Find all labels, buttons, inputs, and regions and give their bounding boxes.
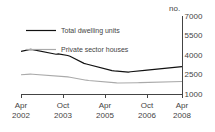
svg-text:Total dwelling units: Total dwelling units — [61, 27, 120, 35]
svg-text:Apr2005: Apr2005 — [96, 101, 114, 120]
svg-text:no.: no. — [169, 4, 180, 13]
svg-text:2500: 2500 — [185, 70, 203, 79]
svg-text:5500: 5500 — [185, 31, 203, 40]
svg-text:Apr2008: Apr2008 — [173, 101, 191, 120]
svg-text:7000: 7000 — [185, 12, 203, 21]
svg-text:1000: 1000 — [185, 90, 203, 99]
svg-text:Oct2006: Oct2006 — [138, 101, 156, 120]
svg-text:4000: 4000 — [185, 51, 203, 60]
svg-text:Oct2003: Oct2003 — [54, 101, 72, 120]
svg-text:Private sector houses: Private sector houses — [61, 46, 129, 53]
svg-text:Apr2002: Apr2002 — [12, 101, 30, 120]
